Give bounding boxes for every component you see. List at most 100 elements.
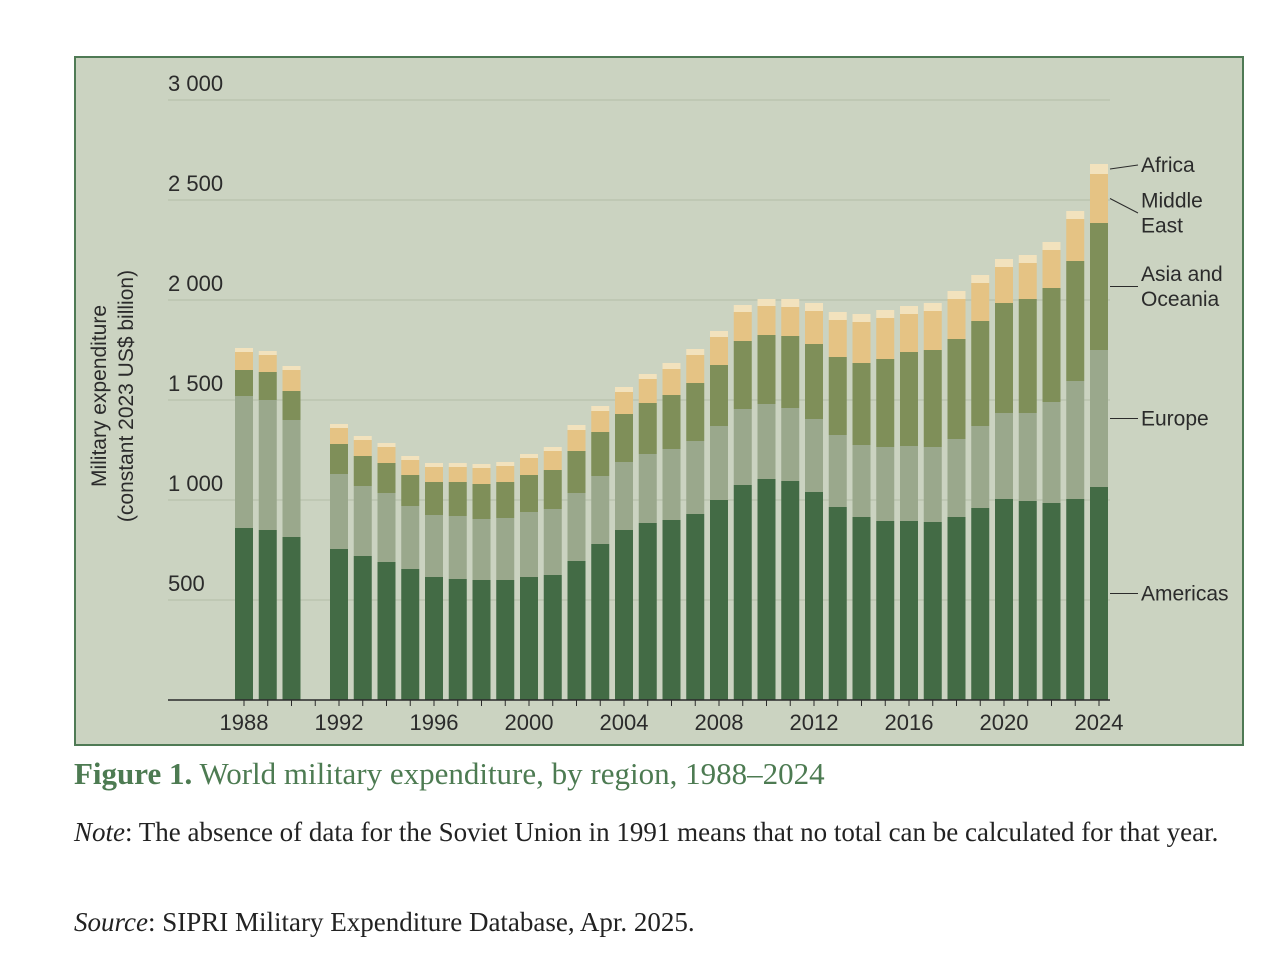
bar-europe-2010 bbox=[757, 404, 776, 479]
bar-africa-2009 bbox=[733, 305, 752, 312]
bar-africa-2013 bbox=[828, 312, 847, 320]
bar-asia-and-oceania-1998 bbox=[472, 484, 491, 519]
bar-africa-2014 bbox=[852, 314, 871, 322]
bar-asia-and-oceania-1988 bbox=[235, 370, 253, 396]
bar-africa-2012 bbox=[805, 303, 823, 311]
bar-asia-and-oceania-1997 bbox=[448, 482, 467, 516]
figure-title: World military expenditure, by region, 1… bbox=[199, 756, 825, 791]
x-tick-label: 2000 bbox=[505, 710, 554, 735]
bar-americas-1999 bbox=[496, 580, 515, 700]
bar-asia-and-oceania-1999 bbox=[496, 482, 515, 518]
bar-middle-east-2017 bbox=[923, 311, 942, 350]
bar-europe-2001 bbox=[543, 509, 562, 575]
y-tick-label: 1 000 bbox=[168, 471, 223, 496]
bar-asia-and-oceania-2013 bbox=[828, 357, 847, 435]
y-tick-label: 3 000 bbox=[168, 71, 223, 96]
bar-middle-east-2008 bbox=[710, 337, 728, 365]
legend-label-africa: Africa bbox=[1141, 154, 1195, 177]
bar-americas-1988 bbox=[235, 528, 253, 700]
bar-europe-2020 bbox=[995, 413, 1013, 499]
x-tick-label: 2016 bbox=[885, 710, 934, 735]
bar-americas-1994 bbox=[377, 562, 396, 700]
bar-asia-and-oceania-1993 bbox=[353, 456, 372, 486]
x-tick-label: 2012 bbox=[790, 710, 839, 735]
bar-asia-and-oceania-2016 bbox=[900, 352, 918, 446]
bar-middle-east-1990 bbox=[282, 370, 301, 391]
bar-africa-1997 bbox=[448, 463, 467, 467]
bar-middle-east-1994 bbox=[377, 447, 396, 463]
y-tick-label: 1 500 bbox=[168, 371, 223, 396]
bar-asia-and-oceania-2024 bbox=[1090, 223, 1108, 350]
bar-middle-east-2011 bbox=[781, 307, 800, 336]
bar-middle-east-2006 bbox=[662, 369, 681, 395]
bar-asia-and-oceania-2018 bbox=[947, 339, 966, 439]
y-axis-title-line1: Military expenditure bbox=[88, 305, 111, 487]
bar-middle-east-2005 bbox=[638, 379, 657, 403]
bar-asia-and-oceania-2022 bbox=[1042, 288, 1061, 402]
bar-europe-1988 bbox=[235, 396, 253, 528]
bar-americas-2015 bbox=[876, 521, 895, 700]
bar-middle-east-2023 bbox=[1066, 219, 1085, 261]
y-tick-label: 500 bbox=[168, 571, 205, 596]
y-axis-title-line2: (constant 2023 US$ billion) bbox=[115, 270, 138, 522]
bar-asia-and-oceania-1996 bbox=[425, 482, 443, 515]
x-tick-label: 2024 bbox=[1075, 710, 1124, 735]
bar-americas-2000 bbox=[520, 577, 538, 700]
legend-label-middle-east: East bbox=[1141, 215, 1183, 238]
bar-europe-2022 bbox=[1042, 402, 1061, 503]
bar-americas-2017 bbox=[923, 522, 942, 700]
bar-asia-and-oceania-2010 bbox=[757, 335, 776, 404]
bar-americas-2002 bbox=[567, 561, 586, 700]
bar-europe-2012 bbox=[805, 419, 823, 492]
bar-europe-2008 bbox=[710, 426, 728, 500]
bar-europe-2003 bbox=[591, 476, 610, 544]
bar-europe-2005 bbox=[638, 454, 657, 523]
bar-asia-and-oceania-1990 bbox=[282, 391, 301, 420]
bar-europe-1999 bbox=[496, 518, 515, 580]
legend-leader-line bbox=[1109, 164, 1139, 170]
note-text: : The absence of data for the Soviet Uni… bbox=[125, 817, 1219, 847]
bar-asia-and-oceania-2001 bbox=[543, 470, 562, 509]
bar-americas-1993 bbox=[353, 556, 372, 700]
y-tick-label: 2 000 bbox=[168, 271, 223, 296]
bar-americas-2005 bbox=[638, 523, 657, 700]
stacked-bar-chart: 500 1 000 1 500 2 000 2 500 3 000 Military exp… bbox=[88, 71, 1229, 735]
bar-africa-2001 bbox=[543, 447, 562, 451]
bar-americas-2013 bbox=[828, 507, 847, 700]
bar-middle-east-1989 bbox=[258, 355, 277, 372]
bar-europe-1995 bbox=[401, 506, 420, 569]
bar-europe-1996 bbox=[425, 515, 443, 577]
bar-africa-2023 bbox=[1066, 211, 1085, 219]
bar-africa-1998 bbox=[472, 464, 491, 468]
x-tick-label: 1992 bbox=[315, 710, 364, 735]
bar-africa-2015 bbox=[876, 310, 895, 318]
bar-africa-2021 bbox=[1018, 255, 1037, 263]
bar-americas-1996 bbox=[425, 577, 443, 700]
x-tick-label: 1996 bbox=[410, 710, 459, 735]
bar-asia-and-oceania-2020 bbox=[995, 303, 1013, 413]
bar-africa-2007 bbox=[686, 349, 705, 355]
bar-middle-east-2010 bbox=[757, 306, 776, 335]
bar-europe-2000 bbox=[520, 512, 538, 577]
bar-africa-2020 bbox=[995, 259, 1013, 267]
bar-americas-1990 bbox=[282, 537, 301, 700]
bar-asia-and-oceania-2004 bbox=[615, 414, 633, 462]
bar-americas-2012 bbox=[805, 492, 823, 700]
bar-africa-1993 bbox=[353, 436, 372, 440]
bar-americas-2009 bbox=[733, 485, 752, 700]
bar-middle-east-1999 bbox=[496, 466, 515, 482]
bar-americas-2010 bbox=[757, 479, 776, 700]
bar-africa-1994 bbox=[377, 443, 396, 447]
y-tick-label: 2 500 bbox=[168, 171, 223, 196]
bar-americas-2011 bbox=[781, 481, 800, 700]
bar-middle-east-1995 bbox=[401, 460, 420, 475]
bar-americas-2014 bbox=[852, 517, 871, 700]
bar-europe-2006 bbox=[662, 449, 681, 520]
bar-asia-and-oceania-1989 bbox=[258, 372, 277, 400]
bar-africa-2017 bbox=[923, 303, 942, 311]
x-tick-label: 2004 bbox=[600, 710, 649, 735]
bar-americas-2006 bbox=[662, 520, 681, 700]
legend-label-europe: Europe bbox=[1141, 408, 1209, 431]
bar-asia-and-oceania-2011 bbox=[781, 336, 800, 408]
bar-europe-2019 bbox=[971, 426, 990, 508]
